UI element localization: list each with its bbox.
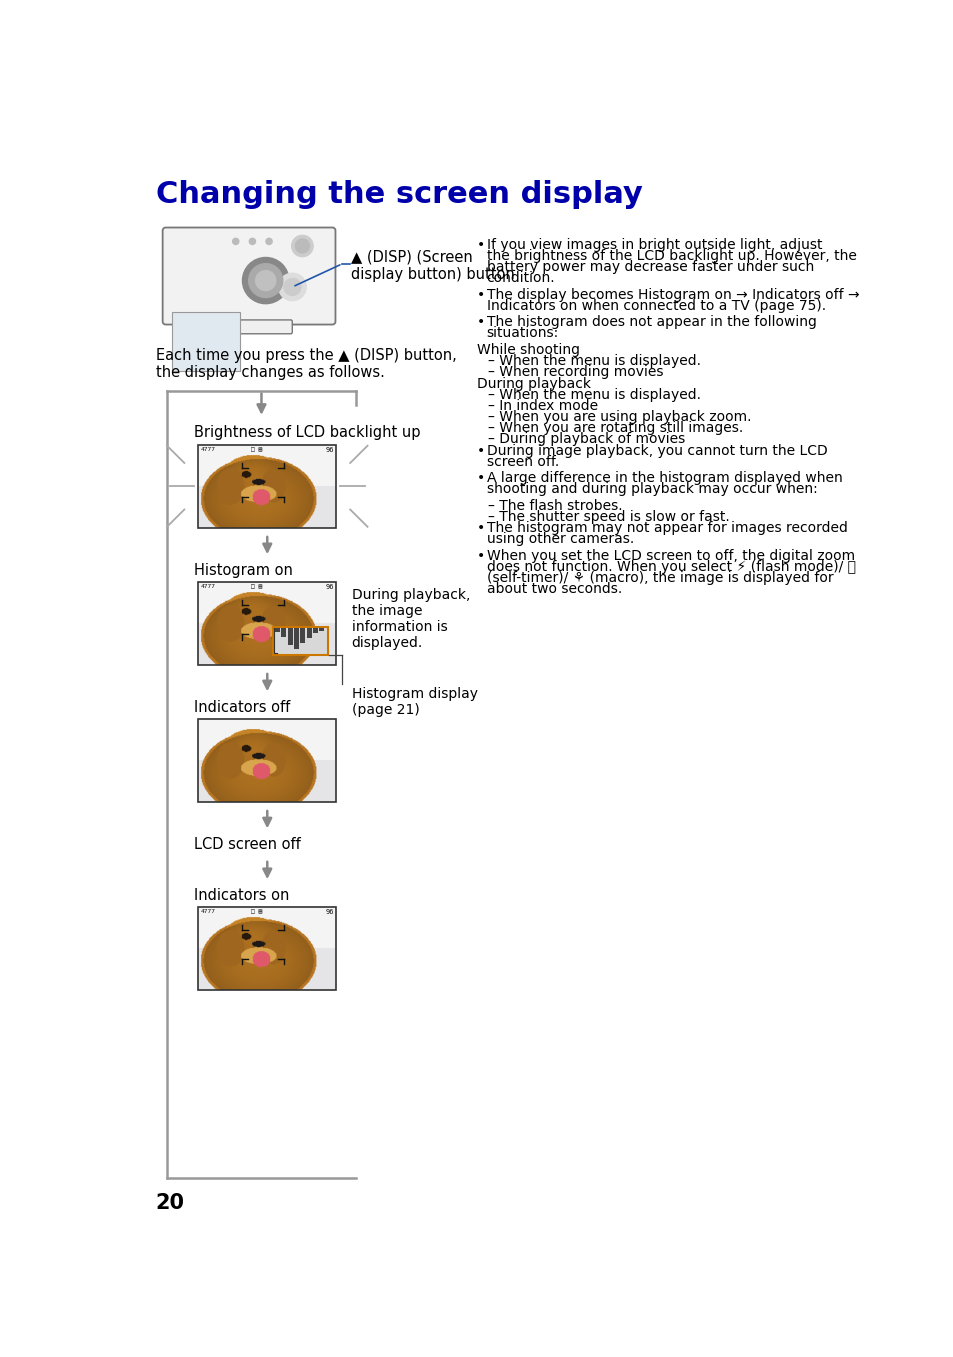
Text: During playback,
the image
information is
displayed.: During playback, the image information i… [352,588,470,650]
Circle shape [233,239,238,244]
Text: While shooting: While shooting [476,343,579,357]
Text: •: • [476,237,485,251]
Circle shape [255,270,275,290]
Text: about two seconds.: about two seconds. [486,582,621,597]
Text: the brightness of the LCD backlight up. However, the: the brightness of the LCD backlight up. … [486,248,856,263]
Text: 4777: 4777 [200,446,215,452]
Text: The histogram does not appear in the following: The histogram does not appear in the fol… [486,315,816,330]
Text: shooting and during playback may occur when:: shooting and during playback may occur w… [486,482,817,497]
Bar [198,906,335,989]
Bar [281,628,286,636]
Text: – When the menu is displayed.: – When the menu is displayed. [488,388,700,402]
Text: condition.: condition. [486,271,555,285]
Text: – When you are using playback zoom.: – When you are using playback zoom. [488,410,751,423]
Text: Brightness of LCD backlight up: Brightness of LCD backlight up [193,425,419,440]
Text: LCD screen off: LCD screen off [193,837,300,852]
Bar [306,628,312,638]
Text: A large difference in the histogram displayed when: A large difference in the histogram disp… [486,471,841,486]
Text: – The flash strobes.: – The flash strobes. [488,499,622,513]
Text: Indicators on when connected to a TV (page 75).: Indicators on when connected to a TV (pa… [486,299,825,312]
Bar [294,628,299,649]
Circle shape [249,239,255,244]
Text: □ ▤: □ ▤ [251,584,262,589]
Text: If you view images in bright outside light, adjust: If you view images in bright outside lig… [486,237,821,251]
Text: •: • [476,550,485,563]
Text: Indicators off: Indicators off [193,700,290,715]
Text: •: • [476,444,485,457]
Bar [319,628,324,631]
Text: – In index mode: – In index mode [488,399,598,413]
Text: – When the menu is displayed.: – When the menu is displayed. [488,354,700,368]
Bar [198,719,335,802]
Bar [288,628,293,646]
Circle shape [242,258,289,304]
Text: screen off.: screen off. [486,455,558,468]
Text: •: • [476,288,485,301]
Bar [198,582,335,665]
Text: – During playback of movies: – During playback of movies [488,433,684,446]
Text: situations:: situations: [486,327,558,341]
Text: Indicators on: Indicators on [193,889,289,904]
Circle shape [266,239,272,244]
Text: •: • [476,471,485,486]
Text: During image playback, you cannot turn the LCD: During image playback, you cannot turn t… [486,444,826,457]
Text: using other cameras.: using other cameras. [486,532,633,547]
Text: 96: 96 [325,909,334,915]
FancyBboxPatch shape [162,228,335,324]
Bar [172,312,240,370]
Text: During playback: During playback [476,376,591,391]
Text: 4777: 4777 [200,909,215,915]
Text: Each time you press the ▲ (DISP) button,
the display changes as follows.: Each time you press the ▲ (DISP) button,… [155,347,456,380]
Bar [300,628,305,643]
Circle shape [292,235,313,256]
Circle shape [278,273,306,301]
Circle shape [295,239,309,252]
Text: The histogram may not appear for images recorded: The histogram may not appear for images … [486,521,846,535]
Text: does not function. When you select ⚡ (flash mode)/ ⌛: does not function. When you select ⚡ (fl… [486,560,855,574]
Bar [313,628,317,634]
Text: Changing the screen display: Changing the screen display [155,179,642,209]
Text: Histogram display
(page 21): Histogram display (page 21) [352,687,477,718]
Text: battery power may decrease faster under such: battery power may decrease faster under … [486,259,813,274]
Text: •: • [476,315,485,330]
Bar [273,627,328,655]
Text: (self-timer)/ ⚘ (macro), the image is displayed for: (self-timer)/ ⚘ (macro), the image is di… [486,571,832,585]
Text: – When recording movies: – When recording movies [488,365,663,380]
Text: •: • [476,521,485,535]
Bar [274,628,280,632]
Text: Histogram on: Histogram on [193,563,293,578]
Bar [198,445,335,528]
Text: 20: 20 [155,1193,185,1213]
Circle shape [249,263,282,297]
Text: – The shutter speed is slow or fast.: – The shutter speed is slow or fast. [488,510,729,524]
Text: The display becomes Histogram on → Indicators off →: The display becomes Histogram on → Indic… [486,288,859,301]
Text: 96: 96 [325,446,334,453]
Text: 4777: 4777 [200,584,215,589]
Circle shape [284,278,300,296]
Text: – When you are rotating still images.: – When you are rotating still images. [488,421,742,436]
FancyBboxPatch shape [214,320,292,334]
Text: ▲ (DISP) (Screen
display button) button: ▲ (DISP) (Screen display button) button [351,250,515,282]
Text: 96: 96 [325,584,334,590]
Text: When you set the LCD screen to off, the digital zoom: When you set the LCD screen to off, the … [486,550,854,563]
Text: □ ▤: □ ▤ [251,446,262,452]
Text: □ ▤: □ ▤ [251,909,262,915]
